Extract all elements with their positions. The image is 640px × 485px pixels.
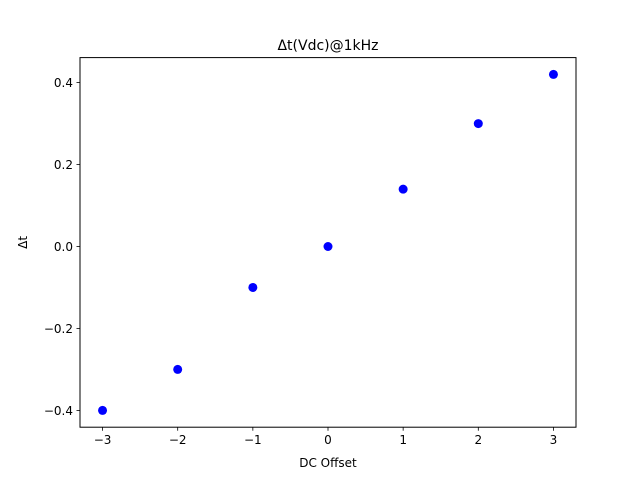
y-axis-label: Δt xyxy=(16,236,30,249)
y-tick-label: 0.4 xyxy=(54,76,73,90)
chart-title: Δt(Vdc)@1kHz xyxy=(277,38,378,54)
data-point xyxy=(548,69,558,79)
data-point xyxy=(98,405,108,415)
x-tick-label: −1 xyxy=(244,433,262,447)
plot-frame xyxy=(79,57,577,428)
data-point xyxy=(398,184,408,194)
data-points xyxy=(98,69,558,415)
x-tick-label: −2 xyxy=(169,433,187,447)
x-tick-label: −3 xyxy=(94,433,112,447)
y-tick-label: 0.2 xyxy=(54,158,73,172)
x-tick-label: 1 xyxy=(399,433,407,447)
data-point xyxy=(173,364,183,374)
x-tick-label: 0 xyxy=(324,433,332,447)
y-axis-ticks: −0.4 −0.2 0.0 0.2 0.4 xyxy=(44,76,80,418)
x-axis-label: DC Offset xyxy=(299,456,357,470)
data-point xyxy=(248,282,258,292)
x-tick-label: 3 xyxy=(550,433,558,447)
x-tick-label: 2 xyxy=(474,433,482,447)
x-axis-ticks: −3 −2 −1 0 1 2 3 xyxy=(94,427,558,447)
y-tick-label: −0.4 xyxy=(44,404,73,418)
data-point xyxy=(473,119,483,129)
y-tick-label: −0.2 xyxy=(44,322,73,336)
y-tick-label: 0.0 xyxy=(54,240,73,254)
data-point xyxy=(323,241,333,251)
